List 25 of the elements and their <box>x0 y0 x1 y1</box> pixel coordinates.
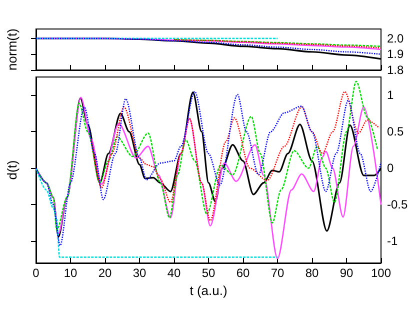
y-tick-label: -1 <box>387 234 398 248</box>
x-tick-label: 80 <box>305 266 319 280</box>
x-tick-label: 70 <box>270 266 284 280</box>
line-series <box>90 90 380 222</box>
x-tick-label: 90 <box>340 266 354 280</box>
x-tick-label: 60 <box>236 266 250 280</box>
y-axis-title: norm(t) <box>4 28 20 70</box>
y-tick-label: 1 <box>387 88 394 102</box>
line-series <box>35 38 382 55</box>
x-tick-label: 50 <box>202 266 216 280</box>
y-tick-label: 1.9 <box>387 47 404 62</box>
y-tick-label: 0 <box>387 161 394 176</box>
x-tick-label: 30 <box>132 266 146 280</box>
y-tick-label: 0.5 <box>387 124 404 139</box>
x-axis-title: t (a.u.) <box>190 282 228 298</box>
y-axis-title: d(t) <box>4 160 20 180</box>
y-tick-label: 1.8 <box>387 63 404 77</box>
line-series <box>35 168 278 258</box>
x-tick-label: 20 <box>98 266 112 280</box>
x-tick-label: 100 <box>370 266 392 280</box>
x-tick-label: 10 <box>64 266 78 280</box>
y-tick-label: -0.5 <box>387 198 408 212</box>
x-tick-label: 40 <box>167 266 181 280</box>
y-tick-label: 2.0 <box>387 31 404 46</box>
x-tick-label: 0 <box>32 266 40 280</box>
